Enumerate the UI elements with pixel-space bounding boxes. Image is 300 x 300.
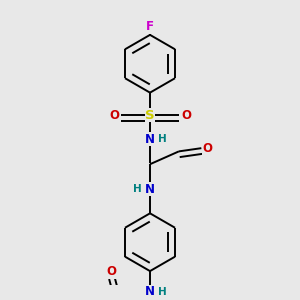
Text: O: O <box>202 142 212 155</box>
Text: O: O <box>106 265 116 278</box>
Text: N: N <box>145 183 155 196</box>
Text: H: H <box>158 287 167 297</box>
Text: O: O <box>109 109 119 122</box>
Text: N: N <box>145 285 155 298</box>
Text: H: H <box>134 184 142 194</box>
Text: N: N <box>145 133 155 146</box>
Text: F: F <box>146 20 154 33</box>
Text: H: H <box>158 134 167 144</box>
Text: S: S <box>145 109 155 122</box>
Text: O: O <box>181 109 191 122</box>
